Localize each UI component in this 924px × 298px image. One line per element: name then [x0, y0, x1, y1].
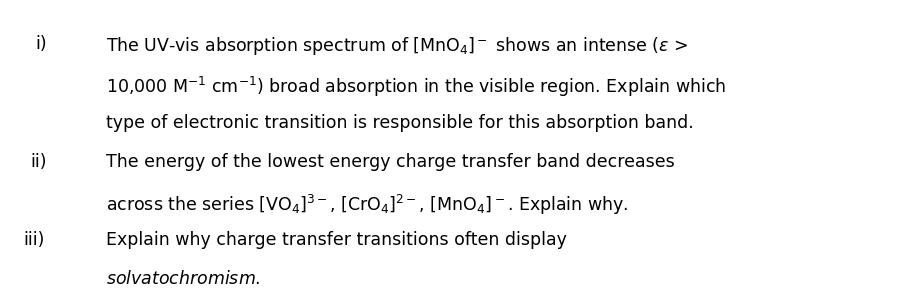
Text: The energy of the lowest energy charge transfer band decreases: The energy of the lowest energy charge t…	[106, 153, 675, 171]
Text: type of electronic transition is responsible for this absorption band.: type of electronic transition is respons…	[106, 114, 694, 132]
Text: The UV-vis absorption spectrum of [MnO$_4$]$^-$ shows an intense ($\varepsilon$ : The UV-vis absorption spectrum of [MnO$_…	[106, 35, 688, 57]
Text: ii): ii)	[30, 153, 47, 171]
Text: Explain why charge transfer transitions often display: Explain why charge transfer transitions …	[106, 231, 567, 249]
Text: $\it{solvatochromism}$.: $\it{solvatochromism}$.	[106, 270, 261, 288]
Text: iii): iii)	[23, 231, 44, 249]
Text: across the series [VO$_4$]$^{3-}$, [CrO$_4$]$^{2-}$, [MnO$_4$]$^-$. Explain why.: across the series [VO$_4$]$^{3-}$, [CrO$…	[106, 193, 628, 217]
Text: 10,000 M$^{-1}$ cm$^{-1}$) broad absorption in the visible region. Explain which: 10,000 M$^{-1}$ cm$^{-1}$) broad absorpt…	[106, 74, 726, 99]
Text: i): i)	[35, 35, 47, 53]
